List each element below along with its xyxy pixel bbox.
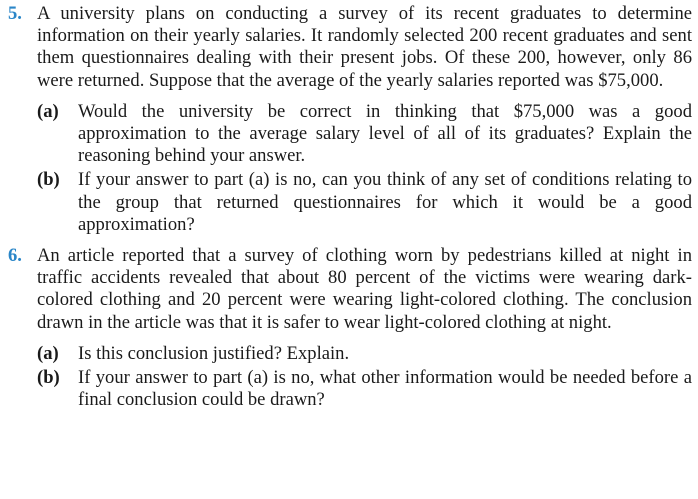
problem-parts: (a) Would the university be correct in t… [37,101,692,236]
part-b: (b) If your answer to part (a) is no, ca… [37,169,692,236]
part-label: (a) [37,342,59,364]
part-a: (a) Would the university be correct in t… [37,101,692,168]
part-b: (b) If your answer to part (a) is no, wh… [37,367,692,411]
problem-number: 5. [8,3,22,24]
part-label: (b) [37,367,60,389]
problem-parts: (a) Is this conclusion justified? Explai… [37,343,692,412]
part-text: Is this conclusion justified? Explain. [78,342,350,364]
part-label: (b) [37,169,60,191]
problem-text: A university plans on conducting a surve… [37,3,692,91]
problem-5: 5. A university plans on conducting a su… [8,0,692,236]
part-label: (a) [37,100,59,122]
problem-text: An article reported that a survey of clo… [37,245,692,333]
part-text: If your answer to part (a) is no, can yo… [78,169,692,235]
problem-number: 6. [8,245,22,267]
problem-6: 6. An article reported that a survey of … [8,245,692,411]
part-text: If your answer to part (a) is no, what o… [78,367,692,411]
part-text: Would the university be correct in think… [78,100,692,167]
part-a: (a) Is this conclusion justified? Explai… [37,343,692,365]
